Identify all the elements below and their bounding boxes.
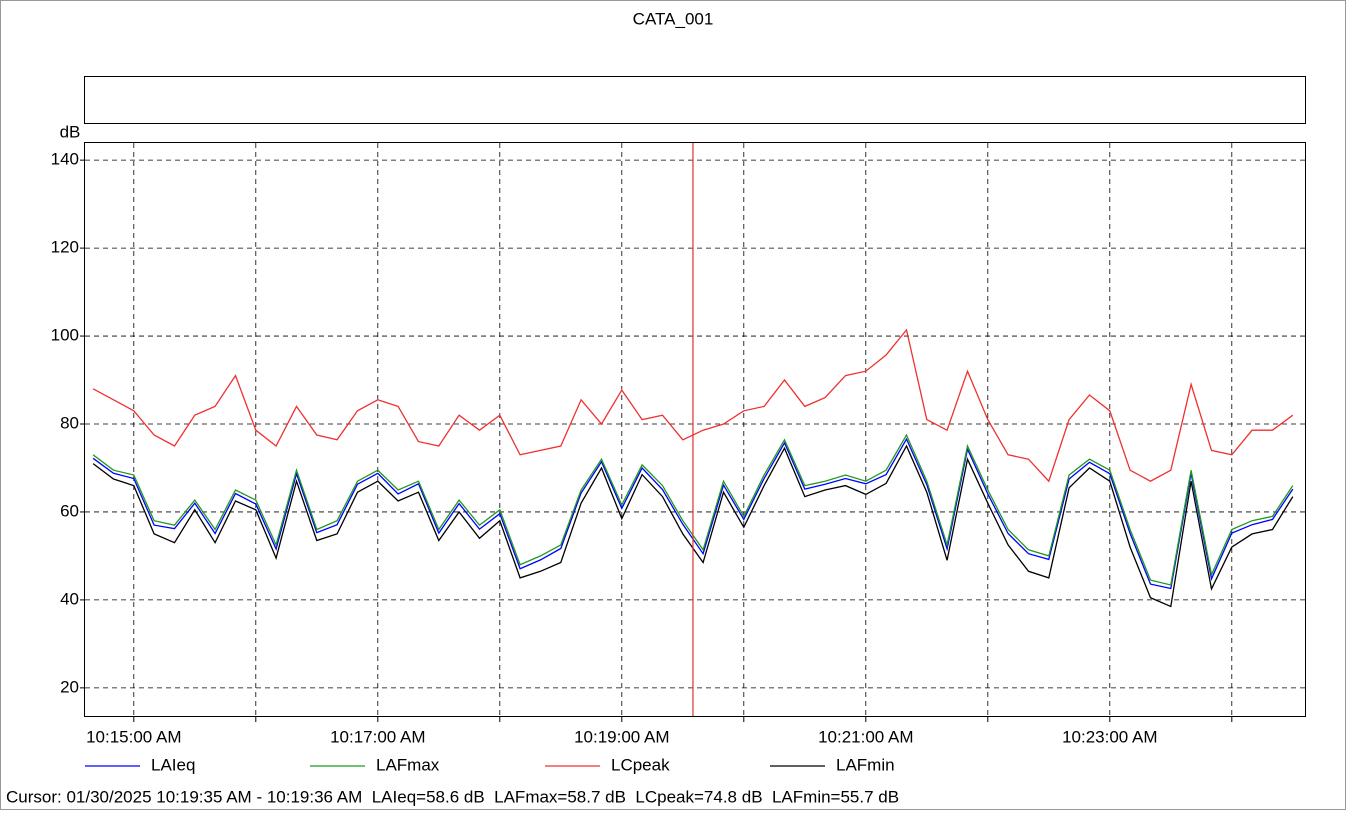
y-tick-label: 20: [60, 677, 79, 696]
y-tick-label: 80: [60, 413, 79, 432]
y-tick-label: 140: [51, 150, 79, 169]
y-tick-label: 100: [51, 326, 79, 345]
info-box: [84, 76, 1306, 124]
x-tick-label: 10:17:00 AM: [330, 727, 425, 746]
legend-label: LAIeq: [151, 755, 195, 774]
y-tick-label: 120: [51, 238, 79, 257]
y-tick-label: 40: [60, 589, 79, 608]
x-tick-label: 10:19:00 AM: [574, 727, 669, 746]
cursor-status: Cursor: 01/30/2025 10:19:35 AM - 10:19:3…: [6, 787, 899, 806]
y-axis-label: dB: [60, 122, 81, 141]
plot-area: [84, 142, 1306, 717]
x-tick-label: 10:21:00 AM: [818, 727, 913, 746]
legend-label: LCpeak: [611, 755, 670, 774]
chart-title: CATA_001: [633, 9, 714, 28]
x-tick-label: 10:23:00 AM: [1062, 727, 1157, 746]
y-tick-label: 60: [60, 501, 79, 520]
x-tick-label: 10:15:00 AM: [86, 727, 181, 746]
legend-label: LAFmax: [376, 755, 440, 774]
legend-label: LAFmin: [836, 755, 895, 774]
